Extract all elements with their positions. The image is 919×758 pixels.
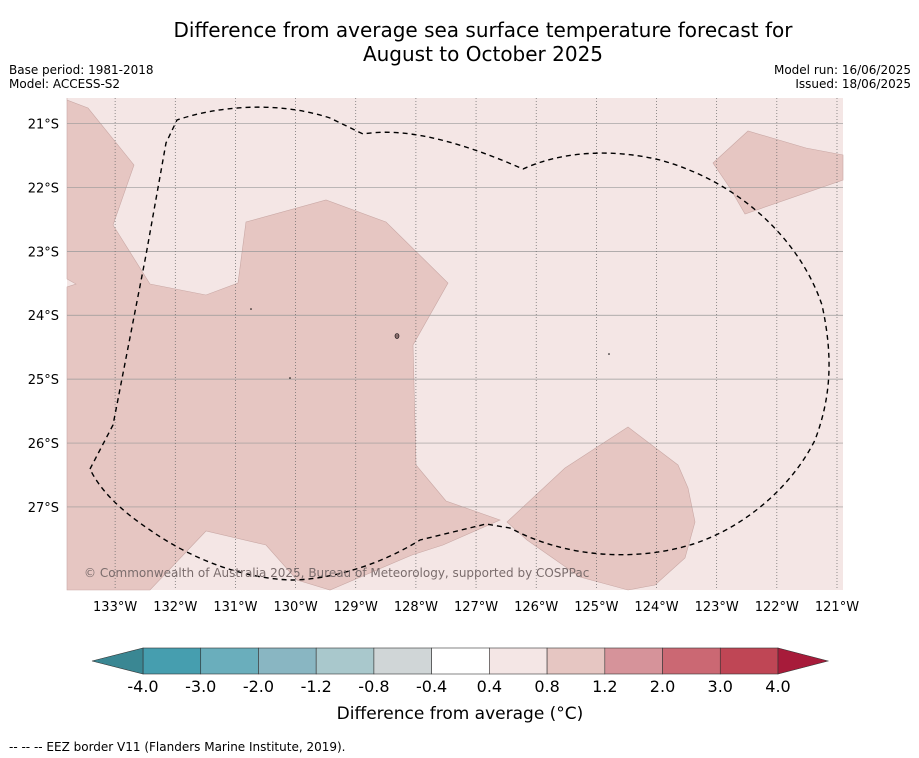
colorbar-tick-label: -3.0	[185, 677, 217, 696]
colorbar-tick-label: 0.4	[476, 677, 503, 696]
colorbar-tick-label: -0.8	[358, 677, 390, 696]
colorbar-under-arrow	[91, 647, 144, 675]
lon-label: 132°W	[153, 600, 197, 615]
eez-border	[89, 106, 830, 581]
colorbar-segment	[662, 647, 721, 675]
map-gridlines	[67, 98, 843, 590]
model-run: Model run: 16/06/2025	[773, 63, 911, 77]
colorbar-segment	[489, 647, 548, 675]
colorbar-tick-label: -0.4	[416, 677, 448, 696]
colorbar-segment	[604, 647, 663, 675]
colorbar-segment	[546, 647, 606, 675]
latitude-labels: 21°S 22°S 23°S 24°S 25°S 26°S 27°S	[28, 118, 59, 516]
colorbar-label: Difference from average (°C)	[336, 704, 584, 724]
colorbar-tick-label: -1.2	[300, 677, 332, 696]
lon-label: 121°W	[815, 600, 859, 615]
colorbar-over-arrow	[777, 647, 830, 675]
lon-label: 126°W	[514, 600, 558, 615]
title-line-1: Difference from average sea surface temp…	[173, 18, 793, 42]
issued-date: Issued: 18/06/2025	[795, 77, 911, 91]
model-name: Model: ACCESS-S2	[9, 77, 121, 91]
lat-label: 23°S	[28, 245, 59, 260]
lon-label: 123°W	[695, 600, 739, 615]
colorbar-segment	[719, 647, 779, 675]
meta-left: Base period: 1981-2018 Model: ACCESS-S2	[9, 63, 154, 91]
colorbar	[91, 647, 830, 675]
lon-label: 129°W	[334, 600, 378, 615]
warm-region-south	[506, 426, 696, 591]
island-markers	[250, 308, 610, 379]
lat-label: 25°S	[28, 373, 59, 388]
lon-label: 122°W	[755, 600, 799, 615]
colorbar-tick-label: -2.0	[242, 677, 275, 696]
chart-title: Difference from average sea surface temp…	[0, 18, 919, 66]
colorbar-tick-label: 0.8	[534, 677, 560, 696]
lat-label: 27°S	[28, 501, 59, 516]
lat-label: 24°S	[28, 309, 59, 324]
colorbar-segment	[373, 647, 432, 675]
lon-label: 130°W	[274, 600, 318, 615]
colorbar-tick-label: -4.0	[127, 677, 159, 696]
island-marker	[289, 377, 291, 379]
lon-label: 128°W	[394, 600, 438, 615]
island-marker	[394, 333, 400, 339]
colorbar-tick-label: 1.2	[592, 677, 618, 696]
lat-label: 26°S	[28, 437, 59, 452]
colorbar-segment	[200, 647, 259, 675]
colorbar-segment	[142, 647, 202, 675]
title-line-2: August to October 2025	[362, 42, 604, 66]
island-marker	[250, 308, 252, 310]
colorbar-segment	[258, 647, 317, 675]
lon-label: 125°W	[574, 600, 618, 615]
colorbar-tick-label: 3.0	[707, 677, 733, 696]
colorbar-tick-label: 4.0	[765, 677, 791, 696]
lon-label: 133°W	[93, 600, 137, 615]
colorbar-segment	[431, 647, 490, 675]
island-marker	[608, 353, 610, 355]
copyright-text: © Commonwealth of Australia 2025, Bureau…	[84, 566, 589, 580]
meta-right: Model run: 16/06/2025 Issued: 18/06/2025	[774, 63, 911, 91]
lon-label: 124°W	[634, 600, 678, 615]
lat-label: 22°S	[28, 181, 59, 196]
lon-label: 131°W	[213, 600, 257, 615]
eez-footnote: -- -- -- EEZ border V11 (Flanders Marine…	[9, 740, 346, 754]
longitude-labels: 133°W 132°W 131°W 130°W 129°W 128°W 127°W 126°W…	[93, 600, 859, 615]
colorbar-segment	[315, 647, 375, 675]
lat-label: 21°S	[28, 118, 59, 133]
lon-label: 127°W	[454, 600, 498, 615]
colorbar-tick-label: 2.0	[649, 677, 676, 696]
base-period: Base period: 1981-2018	[9, 63, 154, 77]
